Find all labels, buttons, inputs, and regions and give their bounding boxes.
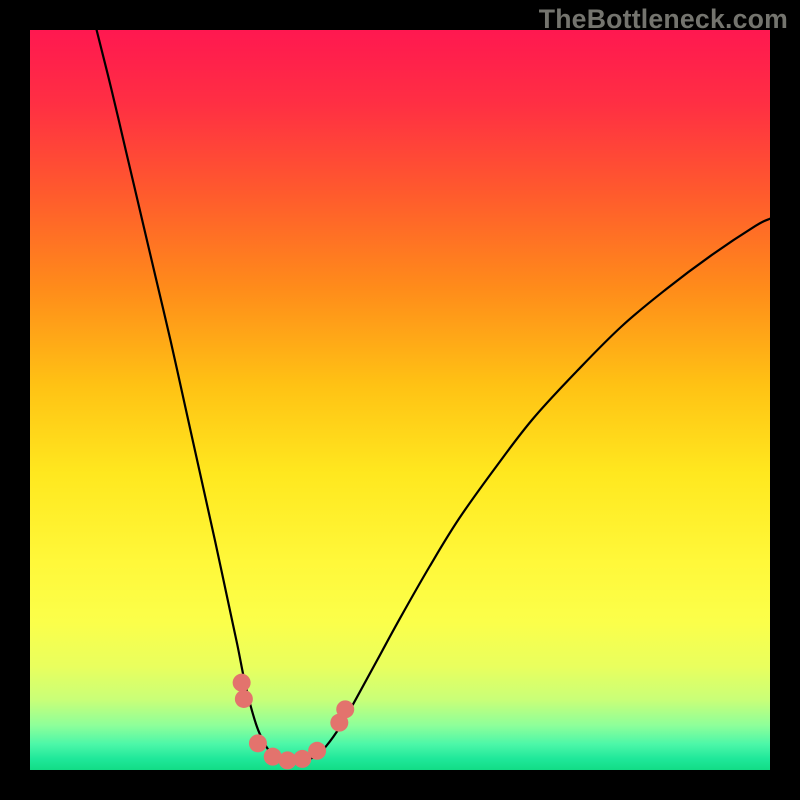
marker-point bbox=[233, 674, 251, 692]
marker-point bbox=[336, 700, 354, 718]
frame: TheBottleneck.com bbox=[0, 0, 800, 800]
chart-background bbox=[30, 30, 770, 770]
marker-point bbox=[235, 690, 253, 708]
bottleneck-curve-chart bbox=[30, 30, 770, 770]
marker-point bbox=[249, 734, 267, 752]
chart-container bbox=[30, 30, 770, 770]
marker-point bbox=[308, 742, 326, 760]
